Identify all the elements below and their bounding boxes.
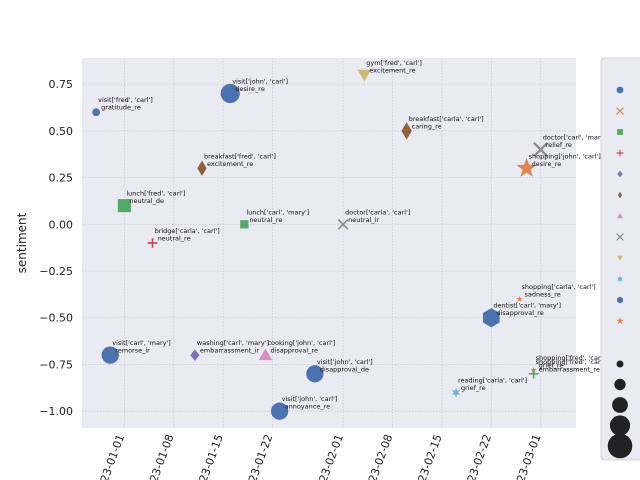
x-tick-label: 2023-02-22 bbox=[460, 433, 494, 480]
x-tick-label: 2023-01-22 bbox=[241, 433, 275, 480]
y-tick-label: −0.75 bbox=[39, 358, 73, 371]
point-label: visit['fred', 'carl'] gratitude_re bbox=[98, 96, 153, 112]
data-point bbox=[516, 295, 523, 302]
legend-marker bbox=[616, 317, 624, 325]
y-tick-label: −0.25 bbox=[39, 265, 73, 278]
x-tick-label: 2023-02-15 bbox=[411, 433, 445, 480]
legend-marker bbox=[617, 296, 623, 304]
data-point bbox=[197, 160, 207, 176]
data-point bbox=[147, 238, 158, 248]
point-label: shopping['carla', 'carl'] sadness_re bbox=[522, 283, 596, 299]
x-axis-ticks: 2023-01-01 2023-01-08 2023-01-15 2023-01-22… bbox=[93, 433, 543, 480]
legend-marker bbox=[617, 170, 623, 178]
point-label: visit['john', 'carl'] desire_re bbox=[232, 78, 288, 94]
x-tick-label: 2023-02-01 bbox=[312, 433, 346, 480]
point-label: washing['carl', 'mary'] embarrassment_ir bbox=[197, 339, 269, 355]
point-label: visit['carl', 'mary'] remorse_ir bbox=[112, 339, 171, 355]
point-label: reading['carla', 'carl'] grief_re bbox=[458, 376, 527, 392]
legend-marker bbox=[616, 86, 624, 94]
y-tick-label: 0.75 bbox=[49, 78, 74, 91]
legend-marker bbox=[616, 233, 624, 241]
legend-size-marker bbox=[607, 433, 633, 459]
x-tick-label: 2023-01-08 bbox=[142, 433, 176, 480]
point-label: visit['john', 'carl'] disapproval_de bbox=[317, 358, 373, 374]
legend-marker bbox=[617, 129, 623, 135]
data-point bbox=[357, 69, 371, 82]
y-tick-label: −1.00 bbox=[39, 405, 73, 418]
legend-marker bbox=[617, 255, 623, 261]
y-tick-label: 0.50 bbox=[49, 125, 74, 138]
data-point bbox=[92, 108, 101, 117]
y-tick-label: 0.25 bbox=[49, 172, 74, 185]
point-label: shopping['fred', 'carl'] grief_re bbox=[536, 354, 607, 370]
legend-marker bbox=[616, 107, 624, 115]
grid-lines bbox=[82, 58, 576, 428]
legend-size-marker bbox=[614, 378, 626, 391]
data-point bbox=[117, 199, 131, 213]
point-label: lunch['carl', 'mary'] neutral_re bbox=[246, 208, 309, 224]
y-tick-label: 0.00 bbox=[49, 218, 74, 231]
legend-size-marker bbox=[609, 415, 631, 436]
x-tick-label: 2023-01-01 bbox=[93, 433, 127, 480]
point-label: cooking['john', 'carl'] disapproval_re bbox=[267, 339, 335, 355]
legend-size-marker bbox=[612, 397, 628, 413]
plot-background bbox=[82, 58, 576, 428]
point-label: breakfast['carla', 'carl'] caring_re bbox=[409, 115, 484, 131]
data-point bbox=[270, 402, 289, 420]
data-point bbox=[306, 365, 324, 383]
data-point bbox=[220, 83, 240, 104]
point-label: visit['john', 'carl'] annoyance_re bbox=[282, 395, 338, 411]
y-axis-ticks: 0.75 0.50 0.25 0.00 −0.25 −0.50 −0.75 −1.00 bbox=[39, 78, 73, 418]
data-point bbox=[528, 368, 539, 379]
point-label: shopping['john', 'carl'] desire_re bbox=[529, 152, 601, 168]
point-label: gym['fred', 'carl'] excitement_re bbox=[366, 59, 422, 75]
point-label: lunch['fred', 'carl'] neutral_de bbox=[126, 190, 185, 206]
data-point bbox=[101, 346, 119, 364]
x-tick-label: 2023-03-01 bbox=[509, 433, 543, 480]
y-tick-label: −0.50 bbox=[39, 312, 73, 325]
point-label: breakfast['fred', 'carl'] excitement_re bbox=[204, 152, 276, 168]
data-point bbox=[337, 218, 349, 230]
point-annotations: visit['fred', 'carl'] gratitude_re visit['… bbox=[98, 59, 609, 411]
x-tick-label: 2023-01-15 bbox=[192, 433, 226, 480]
x-tick-label: 2023-02-08 bbox=[361, 433, 395, 480]
data-point bbox=[483, 308, 500, 328]
y-axis-label: sentiment bbox=[15, 212, 29, 273]
point-label: doctor['carla', 'carl'] neutral_ir bbox=[345, 208, 410, 224]
legend bbox=[600, 57, 640, 461]
legend-marker bbox=[616, 149, 624, 157]
legend-size-marker bbox=[616, 360, 624, 368]
legend-marker bbox=[617, 213, 623, 219]
data-point bbox=[401, 122, 412, 140]
legend-marker bbox=[617, 191, 623, 199]
point-label: doctor['carl', 'mary'] relief_re bbox=[543, 134, 609, 150]
point-label: bridge['carla', 'carl'] neutral_re bbox=[155, 227, 220, 243]
data-point bbox=[451, 387, 461, 398]
data-point bbox=[516, 157, 537, 177]
data-point bbox=[533, 141, 549, 158]
legend-marker bbox=[617, 275, 623, 283]
point-label: dentist['carl', 'mary'] disapproval_re bbox=[493, 302, 561, 318]
data-point bbox=[240, 220, 249, 229]
data-point bbox=[258, 348, 273, 361]
data-point bbox=[190, 349, 200, 361]
point-label: shopping['fred', 'carl'] embarrassment_re bbox=[536, 358, 607, 374]
data-points bbox=[92, 69, 549, 420]
